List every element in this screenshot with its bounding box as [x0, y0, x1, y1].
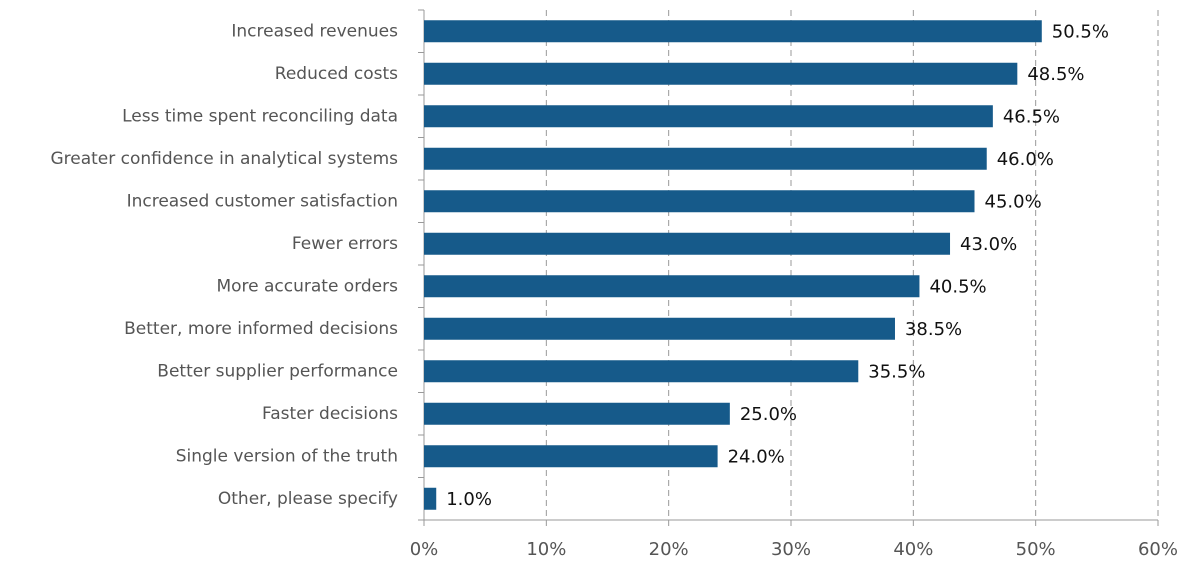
x-tick-label: 60%	[1138, 539, 1178, 560]
value-label: 50.5%	[1052, 21, 1109, 42]
y-tick-label: Fewer errors	[292, 234, 398, 254]
value-label: 46.0%	[997, 149, 1054, 170]
y-tick-label: Better, more informed decisions	[124, 319, 398, 339]
bar	[424, 360, 859, 383]
bar	[424, 232, 951, 255]
bar	[424, 402, 730, 425]
value-label: 43.0%	[960, 234, 1017, 255]
y-tick-label: More accurate orders	[216, 276, 398, 296]
x-tick-label: 30%	[771, 539, 811, 560]
y-tick-label: Increased revenues	[231, 21, 398, 41]
x-tick-label: 10%	[526, 539, 566, 560]
value-label: 38.5%	[905, 319, 962, 340]
bar	[424, 487, 437, 510]
value-label: 40.5%	[929, 276, 986, 297]
y-tick-label: Single version of the truth	[176, 446, 398, 466]
value-label: 25.0%	[740, 404, 797, 425]
y-tick-label: Greater confidence in analytical systems	[50, 149, 398, 169]
bar	[424, 445, 718, 468]
bar	[424, 190, 975, 213]
bar	[424, 20, 1042, 43]
y-tick-label: Other, please specify	[218, 489, 398, 509]
value-label: 35.5%	[868, 361, 925, 382]
x-tick-label: 50%	[1016, 539, 1056, 560]
value-label: 24.0%	[728, 446, 785, 467]
y-tick-label: Better supplier performance	[157, 361, 398, 381]
bar	[424, 105, 993, 128]
y-tick-label: Less time spent reconciling data	[122, 106, 398, 126]
x-tick-label: 20%	[649, 539, 689, 560]
value-label: 48.5%	[1027, 64, 1084, 85]
x-tick-label: 40%	[893, 539, 933, 560]
y-tick-label: Faster decisions	[262, 404, 398, 424]
bar	[424, 147, 987, 170]
value-label: 46.5%	[1003, 106, 1060, 127]
value-label: 1.0%	[446, 489, 492, 510]
bar	[424, 62, 1018, 85]
bar	[424, 317, 895, 340]
value-label: 45.0%	[985, 191, 1042, 212]
y-tick-label: Reduced costs	[275, 64, 398, 84]
y-tick-label: Increased customer satisfaction	[127, 191, 398, 211]
x-tick-label: 0%	[410, 539, 439, 560]
bar	[424, 275, 920, 298]
